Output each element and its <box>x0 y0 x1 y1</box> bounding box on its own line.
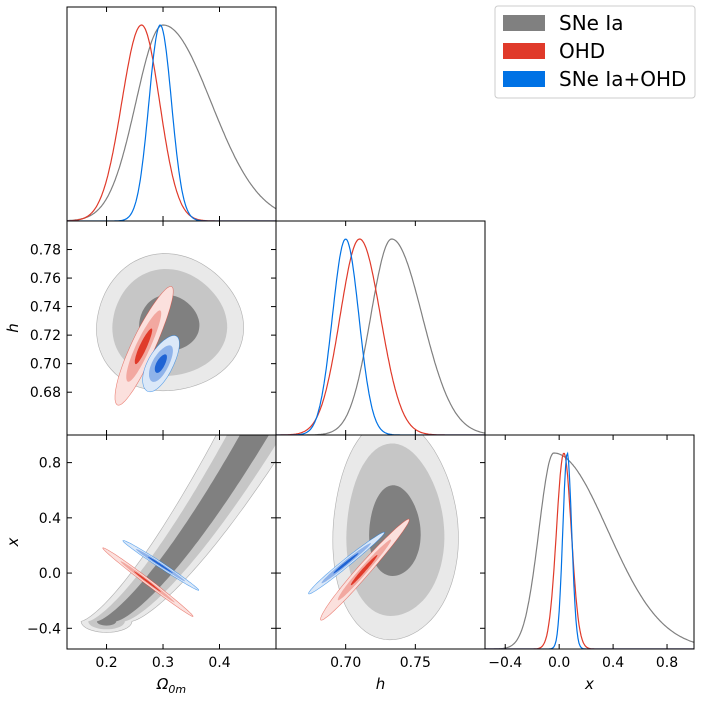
x-tick-label: 0.3 <box>152 655 174 671</box>
marginal-sne-ia-ohd-h <box>276 238 485 435</box>
y-tick-label: 0.68 <box>30 385 61 401</box>
contour-sne-ia-ohd-omega-x-level-3 <box>147 556 173 574</box>
x-tick-label: 0.0 <box>548 655 570 671</box>
marginal-panel-omega <box>67 24 276 221</box>
y-tick-label: 0.72 <box>30 328 61 344</box>
contour-sne-ia-ohd-omega-h-level-3 <box>154 354 167 373</box>
marginal-ohd-x <box>485 452 694 649</box>
marginal-sne-ia-omega <box>67 24 276 221</box>
x-tick-label: 0.4 <box>208 655 230 671</box>
legend-swatch-ohd <box>503 43 545 59</box>
panel-frame-1-1 <box>275 220 486 436</box>
y-tick-label: 0.76 <box>30 271 61 287</box>
x-axis-label-h: h <box>376 675 386 693</box>
panel-h-x <box>308 435 459 641</box>
x-axis-label-x: x <box>584 675 594 693</box>
legend-label: OHD <box>559 39 605 63</box>
marginal-sne-ia-x <box>485 452 694 649</box>
panel-frame-0-0 <box>66 6 277 222</box>
marginal-panel-x <box>485 451 694 649</box>
x-tick-label: 0.4 <box>602 655 624 671</box>
x-tick-label: 0.75 <box>400 655 431 671</box>
x-tick-label: 0.2 <box>95 655 117 671</box>
y-tick-label: 0.4 <box>39 511 61 527</box>
contour-ohd-omega-h-level-3 <box>134 328 153 365</box>
contour-ohd-omega-x-level-3 <box>133 571 161 592</box>
legend-swatch-sne-ia <box>503 15 545 31</box>
marginal-ohd-omega <box>67 24 276 221</box>
marginal-sne-ia-ohd-omega <box>67 24 276 221</box>
x-tick-label: 0.8 <box>656 655 678 671</box>
y-tick-label: 0.74 <box>30 300 61 316</box>
x-axis-label-omega: Ω0m <box>156 675 186 696</box>
y-axis-label-x: x <box>4 537 22 547</box>
y-axis-label-h: h <box>4 323 22 333</box>
legend-label: SNe Ia <box>559 11 623 35</box>
panel-frame-2-2 <box>484 434 695 650</box>
contour-sne-ia-ohd-h-x-level-3 <box>333 553 359 574</box>
x-tick-label: −0.4 <box>488 655 522 671</box>
legend-swatch-sne-ia-ohd <box>503 71 545 87</box>
marginal-sne-ia-ohd-x <box>485 451 694 649</box>
marginal-sne-ia-h <box>276 238 485 435</box>
y-tick-label: 0.0 <box>39 566 61 582</box>
panel-omega-x <box>80 435 276 633</box>
panels-layer: 0.2 0.3 0.4 Ω0m 0.70 0.75 h −0.4 0.0 0.4 0.8 x 0.68 0… <box>4 6 695 696</box>
y-tick-label: 0.78 <box>30 243 61 259</box>
y-tick-label: 0.8 <box>39 456 61 472</box>
contour-sne-ia-omega-x-level-3 <box>96 435 269 626</box>
contour-ohd-h-x-level-3 <box>350 554 378 586</box>
y-tick-label: −0.4 <box>27 621 61 637</box>
legend: SNe Ia OHD SNe Ia+OHD <box>494 5 696 99</box>
marginal-ohd-h <box>276 238 485 435</box>
panel-omega-h <box>96 253 244 406</box>
legend-label: SNe Ia+OHD <box>559 67 686 91</box>
marginal-panel-h <box>276 238 485 435</box>
x-tick-label: 0.70 <box>330 655 361 671</box>
y-tick-label: 0.70 <box>30 357 61 373</box>
